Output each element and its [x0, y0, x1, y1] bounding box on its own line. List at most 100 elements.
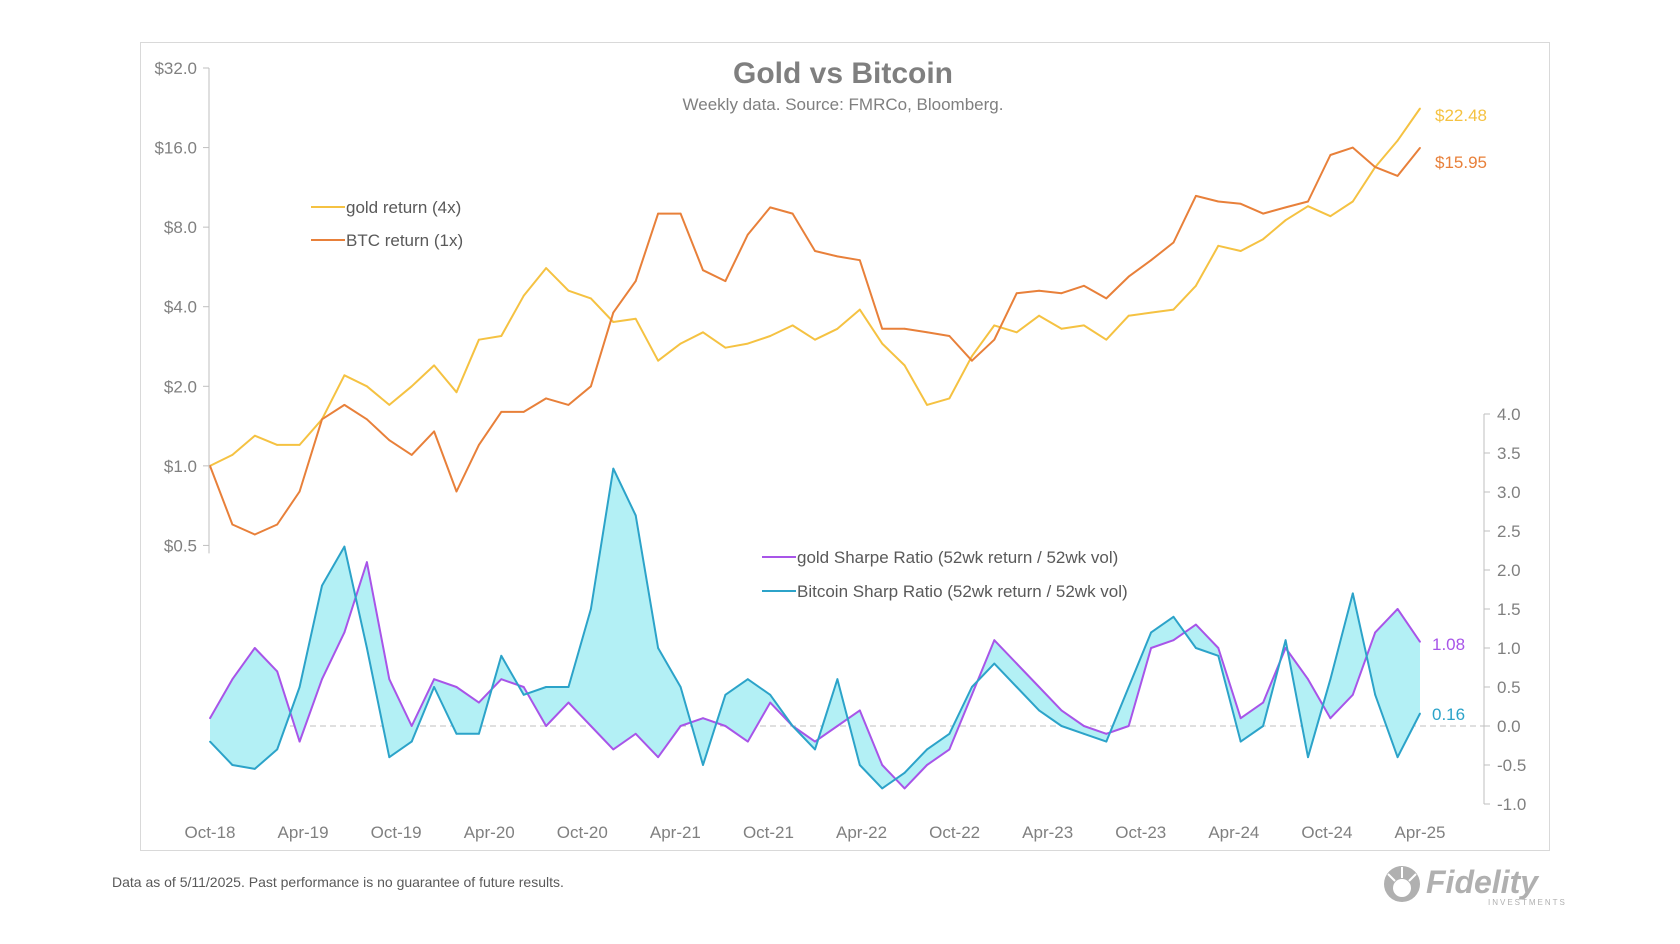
gold-sharpe-point [769, 701, 772, 704]
btc-return-point [1083, 284, 1085, 287]
gold-return-point [1307, 205, 1309, 208]
btc-sharpe-point [971, 686, 973, 688]
chart-title: Gold vs Bitcoin [733, 57, 953, 90]
chart-subtitle: Weekly data. Source: FMRCo, Bloomberg. [683, 95, 1004, 114]
btc-return-point [1239, 202, 1242, 205]
legend-btc-return: BTC return (1x) [346, 231, 463, 250]
btc-return-point [1262, 212, 1264, 215]
gold-sharpe-point [455, 686, 458, 688]
btc-return-point [298, 490, 301, 493]
gold-sharpe-point [1396, 608, 1399, 610]
x-axis-tick-label: Apr-23 [1022, 823, 1073, 842]
gold-return-point [1217, 244, 1220, 247]
gold-return-point [1038, 314, 1040, 317]
gold-sharpe-point [836, 725, 839, 727]
gold-return-point [814, 338, 816, 341]
gold-sharpe-point [1195, 623, 1197, 626]
btc-sharpe-point [209, 740, 211, 743]
btc-return-point [881, 327, 884, 330]
btc-return-point [1105, 297, 1108, 300]
right-axis-tick-label: 2.5 [1497, 522, 1521, 541]
btc-return-point [478, 444, 480, 446]
btc-sharpe-point [567, 686, 570, 688]
btc-return-point [1374, 166, 1377, 169]
right-axis-tick-label: 0.5 [1497, 678, 1521, 697]
btc-return-point [836, 255, 839, 258]
gold-return-point [634, 317, 637, 320]
btc-sharpe-point [1172, 615, 1175, 618]
gold-sharpe-point [276, 670, 279, 673]
gold-sharpe-point [1083, 725, 1085, 727]
btc-sharpe-point [881, 787, 884, 790]
btc-return-point [993, 338, 996, 341]
btc-sharpe-point [1015, 686, 1018, 688]
btc-return-point [769, 206, 772, 209]
right-axis-tick-label: -0.5 [1497, 756, 1526, 775]
gold-return-point [1060, 327, 1063, 330]
fidelity-logo-subtext: INVESTMENTS [1488, 898, 1567, 907]
btc-return-point [1284, 206, 1287, 209]
x-axis-tick-label: Oct-19 [371, 823, 422, 842]
btc-sharpe-point [1217, 654, 1220, 657]
gold-return-line [209, 107, 1421, 467]
btc-sharpe-point [948, 732, 951, 735]
right-axis-tick-label: 0.0 [1497, 717, 1521, 736]
btc-return-point [500, 411, 503, 413]
fidelity-logo-text: Fidelity [1426, 864, 1540, 900]
btc-return-point [612, 311, 615, 314]
btc-return-point [1150, 259, 1152, 262]
gold-return-point [881, 342, 884, 345]
btc-return-point [746, 233, 749, 236]
x-axis-tick-label: Oct-20 [557, 823, 608, 842]
gold-sharpe-point [993, 639, 996, 642]
gold-sharpe-point [545, 725, 547, 727]
gold-sharpe-point [1307, 678, 1309, 681]
btc-return-point [567, 404, 570, 406]
gold-sharpe-point [1329, 717, 1332, 720]
btc-return-point [343, 404, 346, 406]
end-label-btc-sharpe: 0.16 [1432, 705, 1465, 724]
gold-sharpe-point [702, 717, 704, 720]
right-axis-tick-label: 3.5 [1497, 444, 1521, 463]
gold-return-point [1150, 311, 1152, 314]
btc-return-point [858, 259, 861, 262]
btc-sharpe-point [1083, 732, 1085, 735]
btc-sharpe-point [612, 467, 615, 470]
gold-sharpe-point [366, 561, 368, 564]
btc-sharpe-point [1374, 693, 1377, 696]
left-axis-tick-label: $0.5 [164, 536, 197, 555]
btc-sharpe-point [1105, 740, 1108, 743]
legend-btc-sharpe: Bitcoin Sharp Ratio (52wk return / 52wk … [797, 582, 1128, 601]
gold-return-point [1329, 215, 1332, 218]
gold-return-point [1195, 284, 1197, 287]
btc-sharpe-point [1307, 756, 1309, 759]
gold-sharpe-point [590, 725, 592, 727]
gold-sharpe-point [1172, 639, 1175, 642]
legend-gold-sharpe: gold Sharpe Ratio (52wk return / 52wk vo… [797, 548, 1118, 567]
gold-sharpe-point [724, 725, 727, 727]
btc-return-point [814, 250, 816, 252]
right-axis-tick-label: -1.0 [1497, 795, 1526, 814]
gold-sharpe-point [903, 787, 906, 790]
right-axis-tick-label: 3.0 [1497, 483, 1521, 502]
btc-return-point [1060, 292, 1063, 295]
gold-return-point [1172, 308, 1175, 311]
legend-top: gold return (4x) BTC return (1x) [311, 198, 463, 250]
end-label-gold-return: $22.48 [1435, 106, 1487, 125]
left-axis-tick-label: $2.0 [164, 377, 197, 396]
btc-return-point [253, 533, 256, 536]
x-axis-tick-label: Apr-22 [836, 823, 887, 842]
gold-sharpe-point [1150, 647, 1152, 649]
btc-sharpe-point [836, 678, 839, 681]
gold-return-point [545, 267, 547, 269]
x-axis-tick-label: Oct-24 [1301, 823, 1352, 842]
gold-sharpe-point [567, 701, 570, 704]
gold-sharpe-point [634, 732, 637, 735]
btc-sharpe-point [1351, 592, 1354, 595]
gold-return-point [1351, 200, 1354, 203]
gold-return-point [567, 289, 570, 292]
btc-sharpe-point [791, 725, 794, 727]
gold-sharpe-point [209, 717, 211, 720]
btc-return-point [522, 411, 525, 413]
